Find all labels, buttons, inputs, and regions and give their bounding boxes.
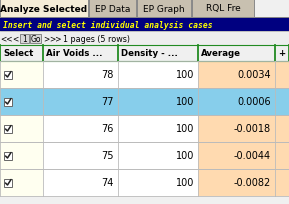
Bar bbox=[4, 98, 12, 106]
Text: Analyze Selected: Analyze Selected bbox=[1, 4, 88, 13]
Bar bbox=[198, 169, 289, 196]
Bar bbox=[43, 169, 118, 196]
Bar bbox=[0, 169, 43, 196]
Bar bbox=[4, 179, 12, 187]
Bar bbox=[118, 115, 198, 142]
Bar bbox=[0, 62, 43, 89]
Bar bbox=[137, 0, 191, 18]
Text: Go: Go bbox=[30, 34, 41, 43]
Text: 76: 76 bbox=[102, 124, 114, 134]
Bar bbox=[20, 34, 29, 43]
Bar bbox=[198, 142, 289, 169]
Text: >: > bbox=[43, 34, 50, 43]
Bar bbox=[89, 0, 136, 18]
Bar bbox=[0, 18, 289, 32]
Text: 75: 75 bbox=[101, 151, 114, 161]
Bar bbox=[4, 152, 12, 160]
Text: +: + bbox=[278, 49, 285, 58]
Text: Average: Average bbox=[201, 49, 241, 58]
Text: >>: >> bbox=[49, 34, 62, 43]
Bar bbox=[118, 62, 198, 89]
Text: 100: 100 bbox=[176, 151, 194, 161]
Bar bbox=[4, 71, 12, 79]
Text: 78: 78 bbox=[102, 70, 114, 80]
Bar bbox=[118, 142, 198, 169]
Text: 0.0006: 0.0006 bbox=[237, 97, 271, 107]
Bar bbox=[198, 89, 289, 115]
Bar bbox=[43, 89, 118, 115]
Bar bbox=[198, 62, 289, 89]
Text: 74: 74 bbox=[102, 178, 114, 188]
Text: 77: 77 bbox=[101, 97, 114, 107]
Bar bbox=[30, 34, 41, 43]
Bar bbox=[0, 142, 43, 169]
Text: 100: 100 bbox=[176, 124, 194, 134]
Bar bbox=[43, 62, 118, 89]
Bar bbox=[0, 46, 289, 62]
Bar bbox=[43, 142, 118, 169]
Text: EP Data: EP Data bbox=[95, 4, 130, 13]
Text: <: < bbox=[12, 34, 18, 43]
Bar bbox=[0, 115, 43, 142]
Bar bbox=[0, 32, 289, 46]
Text: Insert and select individual analysis cases: Insert and select individual analysis ca… bbox=[3, 20, 213, 29]
Bar bbox=[4, 125, 12, 133]
Text: Air Voids ...: Air Voids ... bbox=[46, 49, 103, 58]
Text: RQL Fre: RQL Fre bbox=[206, 4, 240, 13]
Text: Select: Select bbox=[3, 49, 33, 58]
Text: 100: 100 bbox=[176, 97, 194, 107]
Text: 1: 1 bbox=[22, 34, 27, 43]
Text: -0.0018: -0.0018 bbox=[234, 124, 271, 134]
Text: -0.0044: -0.0044 bbox=[234, 151, 271, 161]
Bar bbox=[118, 169, 198, 196]
Text: 100: 100 bbox=[176, 178, 194, 188]
Text: Density - ...: Density - ... bbox=[121, 49, 178, 58]
Text: 1 pages (5 rows): 1 pages (5 rows) bbox=[63, 34, 130, 43]
Bar bbox=[192, 0, 254, 18]
Text: EP Graph: EP Graph bbox=[143, 4, 185, 13]
Bar bbox=[198, 115, 289, 142]
Bar bbox=[118, 89, 198, 115]
Bar bbox=[43, 115, 118, 142]
Text: 100: 100 bbox=[176, 70, 194, 80]
Text: <<: << bbox=[0, 34, 13, 43]
Text: 0.0034: 0.0034 bbox=[237, 70, 271, 80]
Bar bbox=[0, 0, 88, 18]
Bar bbox=[0, 89, 43, 115]
Text: -0.0082: -0.0082 bbox=[234, 178, 271, 188]
